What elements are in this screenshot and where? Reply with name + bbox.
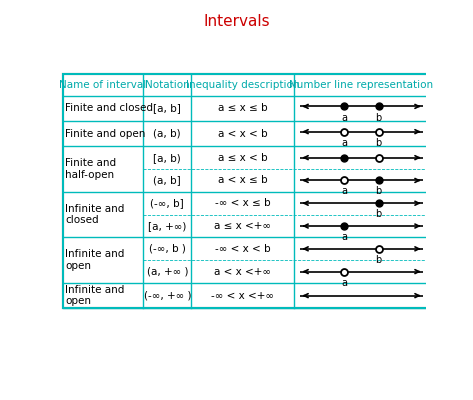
- Text: Finite and
half-open: Finite and half-open: [65, 158, 116, 180]
- Text: a: a: [342, 138, 347, 148]
- Text: (-∞, b ): (-∞, b ): [149, 244, 186, 254]
- Text: Infinite and
closed: Infinite and closed: [65, 204, 124, 226]
- Text: b: b: [376, 209, 382, 219]
- Text: [a, +∞): [a, +∞): [148, 221, 186, 231]
- Text: b: b: [376, 186, 382, 196]
- Text: [a, b]: [a, b]: [153, 103, 181, 113]
- Text: -∞ < x < b: -∞ < x < b: [215, 244, 270, 254]
- Text: a ≤ x < b: a ≤ x < b: [218, 153, 267, 163]
- Text: a < x <+∞: a < x <+∞: [214, 267, 271, 277]
- Text: a ≤ x ≤ b: a ≤ x ≤ b: [218, 103, 267, 113]
- Text: a: a: [342, 278, 347, 288]
- Text: Finite and closed: Finite and closed: [65, 103, 153, 113]
- Text: Infinite and
open: Infinite and open: [65, 285, 124, 306]
- Text: (a, +∞ ): (a, +∞ ): [147, 267, 188, 277]
- Text: (-∞, +∞ ): (-∞, +∞ ): [143, 291, 191, 301]
- Text: a: a: [342, 232, 347, 242]
- Text: Infinite and
open: Infinite and open: [65, 250, 124, 271]
- Text: (a, b]: (a, b]: [153, 176, 181, 186]
- Bar: [63, 74, 429, 308]
- Bar: [63, 74, 429, 308]
- Text: (-∞, b]: (-∞, b]: [150, 198, 184, 208]
- Text: Name of interval: Name of interval: [60, 80, 147, 90]
- Text: b: b: [376, 113, 382, 123]
- Text: -∞ < x <+∞: -∞ < x <+∞: [211, 291, 274, 301]
- Text: [a, b): [a, b): [153, 153, 181, 163]
- Text: Finite and open: Finite and open: [65, 129, 145, 139]
- Text: (a, b): (a, b): [153, 129, 181, 139]
- Text: a: a: [342, 186, 347, 196]
- Text: b: b: [376, 138, 382, 148]
- Text: -∞ < x ≤ b: -∞ < x ≤ b: [215, 198, 270, 208]
- Text: a < x ≤ b: a < x ≤ b: [218, 176, 267, 186]
- Text: Inequality description: Inequality description: [186, 80, 299, 90]
- Text: Notation: Notation: [145, 80, 190, 90]
- Text: Number line representation: Number line representation: [289, 80, 434, 90]
- Text: b: b: [376, 255, 382, 265]
- Text: a < x < b: a < x < b: [218, 129, 267, 139]
- Text: a ≤ x <+∞: a ≤ x <+∞: [214, 221, 271, 231]
- Text: a: a: [342, 113, 347, 123]
- Text: Intervals: Intervals: [203, 14, 270, 29]
